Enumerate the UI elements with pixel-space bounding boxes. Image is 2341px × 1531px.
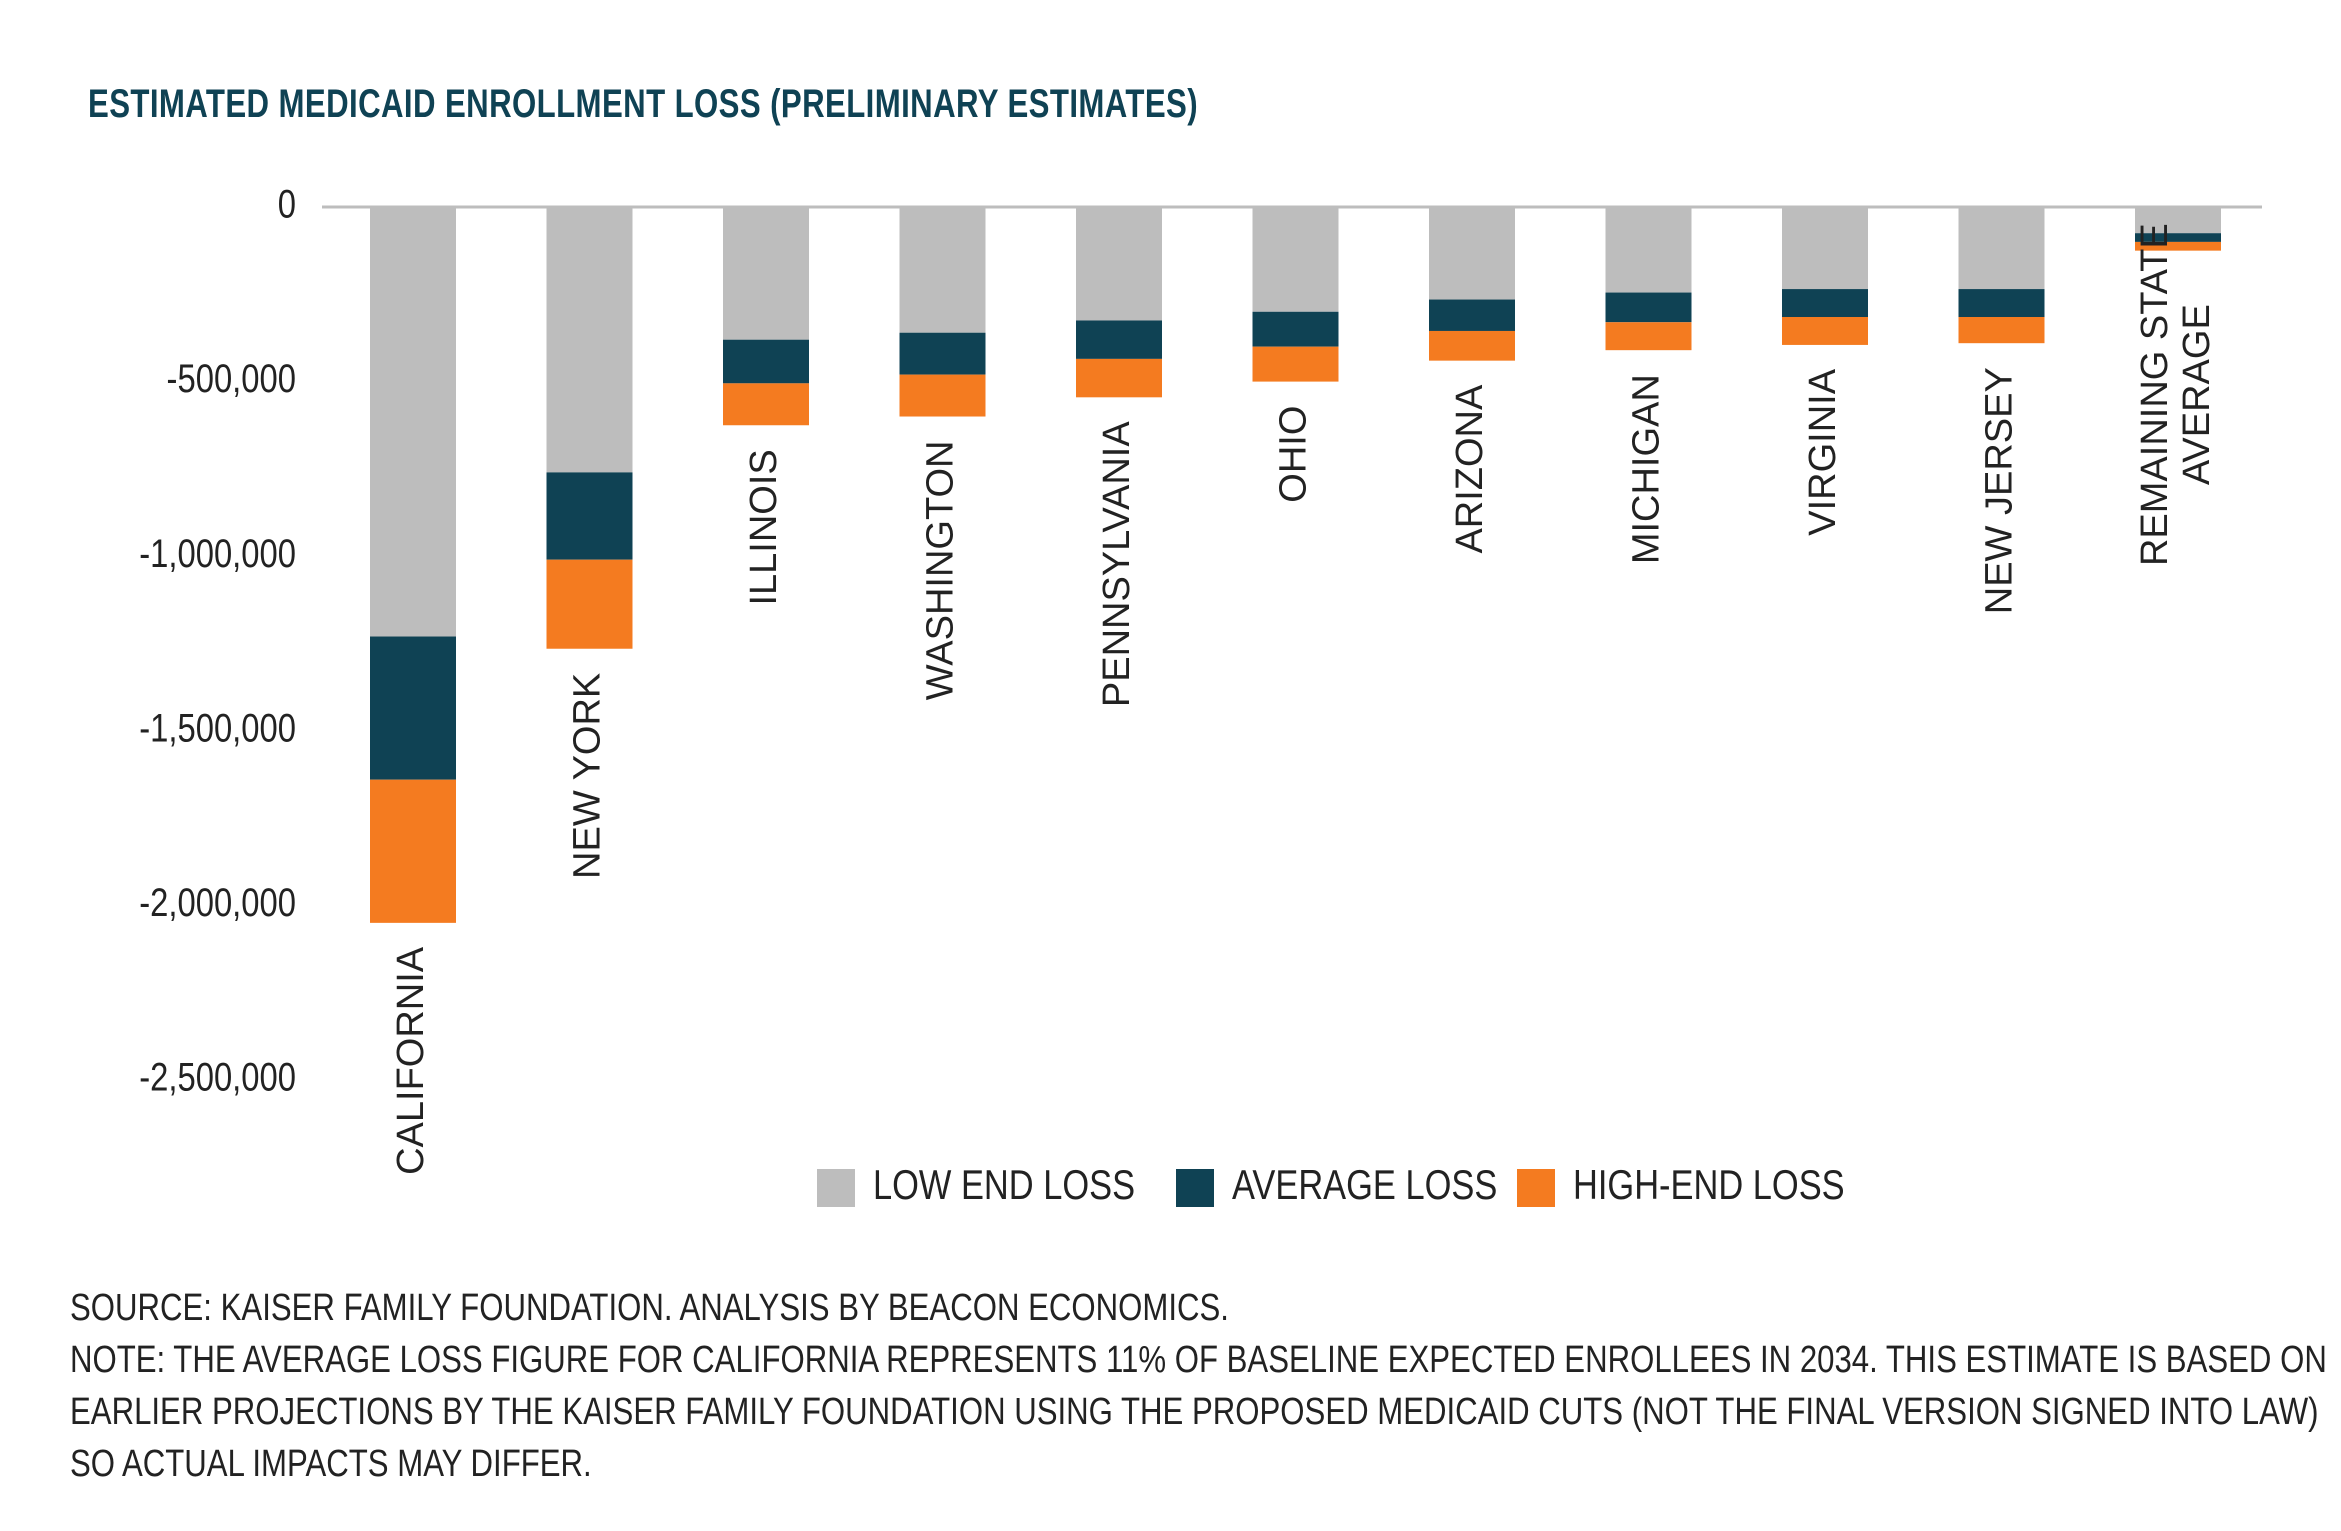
bar-chart: 0 -500,000 -1,000,000 -1,500,000 -2,000,000 -…	[139, 181, 2262, 1209]
bar-average-loss-arizona	[1429, 299, 1515, 331]
bar-high-end-loss-washington	[899, 374, 986, 417]
category-label-line: REMAINING STATE	[2134, 223, 2176, 566]
legend-swatch-low-end-loss	[817, 1169, 855, 1207]
category-label-new-jersey: NEW JERSEY	[1979, 367, 2021, 614]
category-label-line: CALIFORNIA	[390, 946, 432, 1175]
bar-low-end-loss-washington	[899, 207, 986, 333]
y-tick-label: -2,000,000	[139, 880, 296, 925]
y-tick-label: -500,000	[167, 356, 296, 401]
bar-high-end-loss-illinois	[723, 383, 809, 426]
bar-high-end-loss-arizona	[1429, 330, 1515, 361]
bar-average-loss-remaining-state-average	[2135, 233, 2221, 242]
legend-swatch-average-loss	[1176, 1169, 1214, 1207]
bar-high-end-loss-remaining-state-average	[2135, 241, 2221, 251]
category-label-line: MICHIGAN	[1626, 374, 1668, 564]
y-tick-label: 0	[278, 181, 296, 226]
category-label-washington: WASHINGTON	[920, 441, 962, 701]
bar-high-end-loss-california	[370, 779, 456, 923]
category-label-pennsylvania: PENNSYLVANIA	[1096, 421, 1138, 707]
bar-average-loss-new-jersey	[1958, 289, 2045, 317]
bar-low-end-loss-remaining-state-average	[2135, 207, 2221, 234]
bar-high-end-loss-new-jersey	[1958, 316, 2045, 344]
category-label-virginia: VIRGINIA	[1802, 368, 1844, 535]
category-label-line: WASHINGTON	[920, 441, 962, 701]
bar-low-end-loss-california	[370, 207, 456, 637]
category-label-new-york: NEW YORK	[567, 673, 609, 879]
bar-low-end-loss-pennsylvania	[1076, 207, 1162, 321]
category-label-line: VIRGINIA	[1802, 368, 1844, 535]
bar-low-end-loss-new-jersey	[1958, 207, 2045, 290]
bar-low-end-loss-virginia	[1782, 207, 1868, 290]
bar-average-loss-illinois	[723, 339, 809, 384]
category-label-line: PENNSYLVANIA	[1096, 421, 1138, 707]
source-note: SOURCE: KAISER FAMILY FOUNDATION. ANALYS…	[70, 1287, 1229, 1329]
note-line-3: SO ACTUAL IMPACTS MAY DIFFER.	[70, 1443, 592, 1485]
bar-low-end-loss-ohio	[1252, 207, 1339, 312]
legend-label-high-end-loss: HIGH-END LOSS	[1573, 1162, 1845, 1209]
legend-swatch-high-end-loss	[1517, 1169, 1555, 1207]
legend-label-low-end-loss: LOW END LOSS	[873, 1162, 1135, 1209]
bar-average-loss-virginia	[1782, 289, 1868, 317]
category-label-remaining-state-average: REMAINING STATE AVERAGE	[2134, 223, 2218, 566]
chart-footer: SOURCE: KAISER FAMILY FOUNDATION. ANALYS…	[70, 1282, 2327, 1490]
bar-low-end-loss-arizona	[1429, 207, 1515, 300]
bar-average-loss-new-york	[546, 472, 633, 560]
category-label-california: CALIFORNIA	[390, 946, 432, 1175]
bar-high-end-loss-pennsylvania	[1076, 358, 1162, 398]
category-label-michigan: MICHIGAN	[1626, 374, 1668, 564]
category-label-ohio: OHIO	[1273, 406, 1315, 503]
y-tick-label: -1,000,000	[139, 531, 296, 576]
category-label-arizona: ARIZONA	[1449, 384, 1491, 554]
bar-high-end-loss-ohio	[1252, 346, 1339, 382]
category-label-line: NEW JERSEY	[1979, 367, 2021, 614]
category-label-line: ILLINOIS	[743, 449, 785, 605]
bar-high-end-loss-virginia	[1782, 316, 1868, 345]
y-tick-label: -1,500,000	[139, 705, 296, 750]
category-label-line: NEW YORK	[567, 673, 609, 879]
bar-average-loss-michigan	[1605, 292, 1692, 323]
y-tick-label: -2,500,000	[139, 1054, 296, 1099]
chart-title: ESTIMATED MEDICAID ENROLLMENT LOSS (PREL…	[88, 82, 1199, 126]
note-line-2: EARLIER PROJECTIONS BY THE KAISER FAMILY…	[70, 1391, 2319, 1433]
bar-average-loss-california	[370, 636, 456, 780]
category-label-line: AVERAGE	[2176, 304, 2218, 485]
category-label-line: ARIZONA	[1449, 384, 1491, 554]
legend-label-average-loss: AVERAGE LOSS	[1232, 1162, 1497, 1209]
bar-high-end-loss-new-york	[546, 559, 633, 649]
bar-average-loss-washington	[899, 332, 986, 375]
bar-low-end-loss-michigan	[1605, 207, 1692, 293]
bar-average-loss-ohio	[1252, 311, 1339, 347]
bar-high-end-loss-michigan	[1605, 322, 1692, 351]
category-label-line: OHIO	[1273, 406, 1315, 503]
bar-average-loss-pennsylvania	[1076, 320, 1162, 359]
note-line-1: NOTE: THE AVERAGE LOSS FIGURE FOR CALIFO…	[70, 1339, 2327, 1381]
bar-low-end-loss-new-york	[546, 207, 633, 473]
category-label-illinois: ILLINOIS	[743, 449, 785, 605]
bar-low-end-loss-illinois	[723, 207, 809, 340]
